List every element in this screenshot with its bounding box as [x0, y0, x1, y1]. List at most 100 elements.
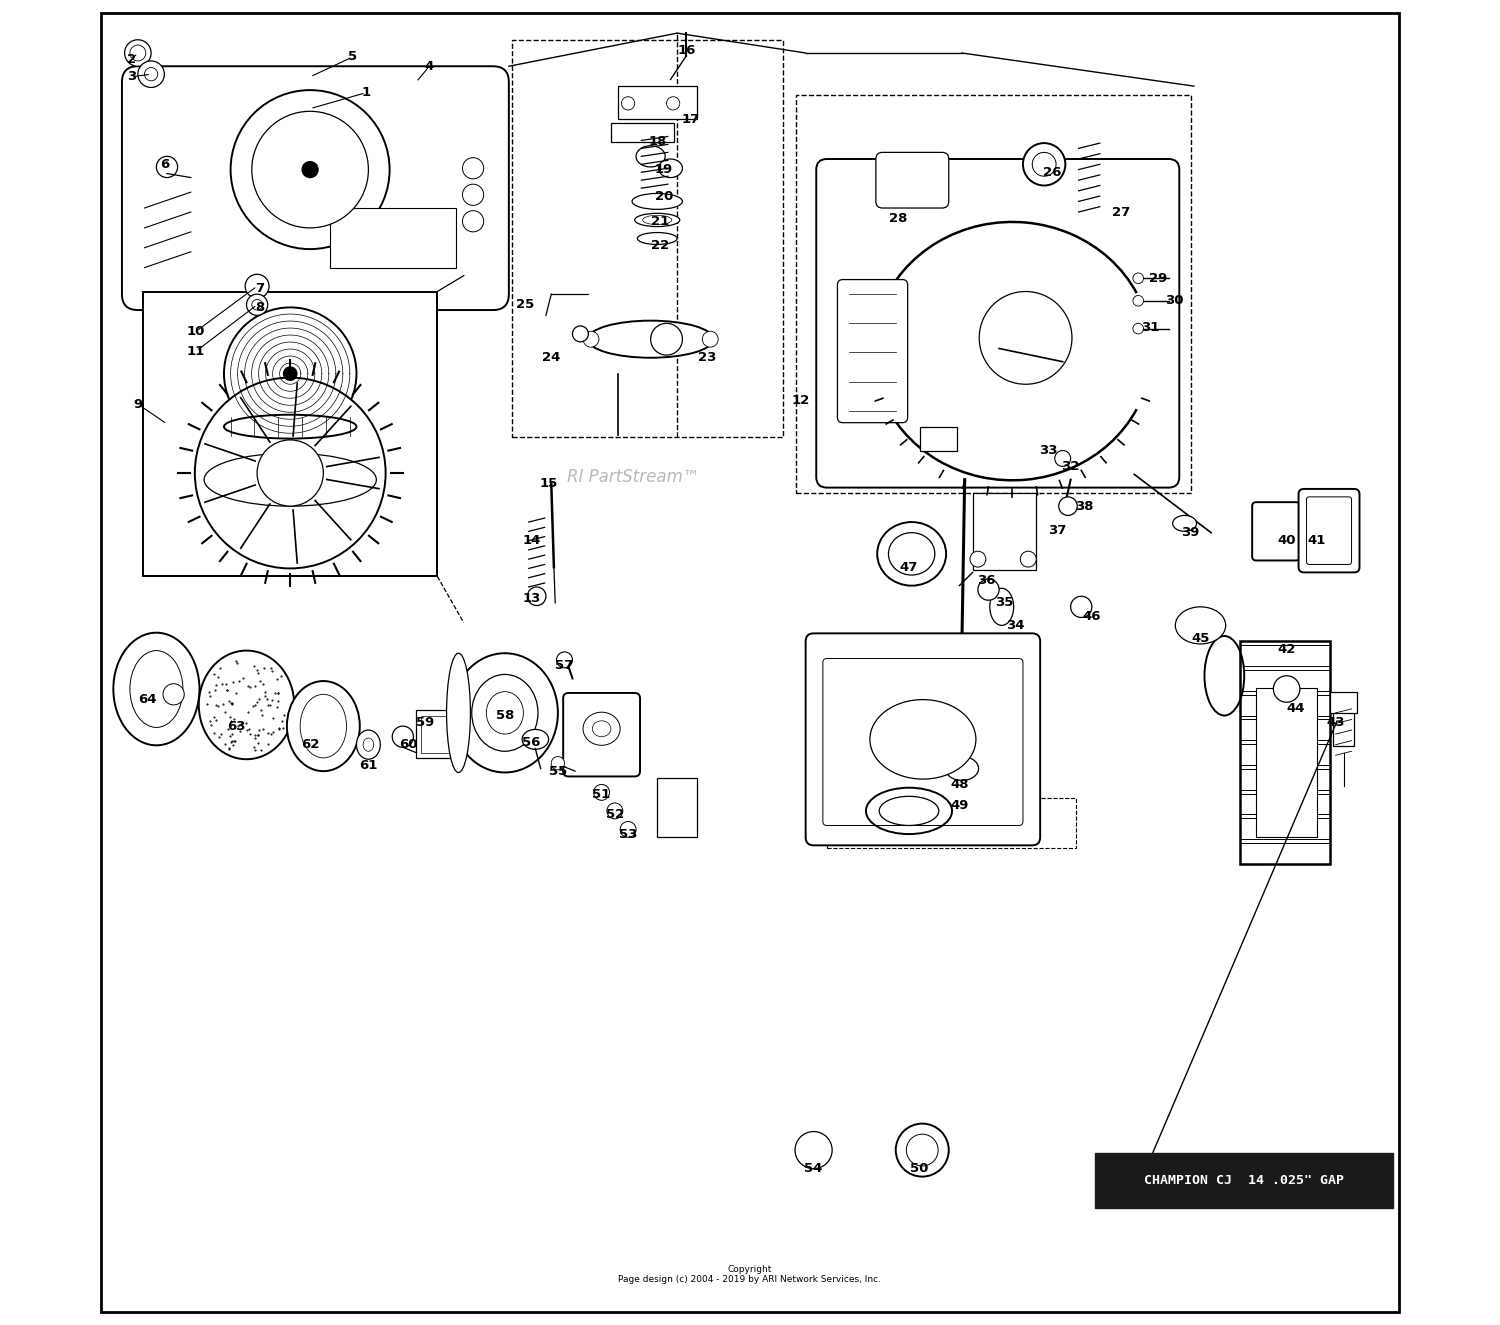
Ellipse shape — [1176, 607, 1225, 644]
Ellipse shape — [357, 730, 381, 759]
Text: 1: 1 — [362, 86, 370, 99]
Circle shape — [462, 184, 483, 205]
Ellipse shape — [888, 533, 934, 575]
Text: 40: 40 — [1278, 534, 1296, 547]
Text: 5: 5 — [348, 50, 357, 64]
Text: 21: 21 — [651, 215, 669, 228]
Text: 16: 16 — [676, 44, 696, 57]
Text: 62: 62 — [302, 738, 320, 751]
Ellipse shape — [522, 729, 549, 750]
Text: 34: 34 — [1005, 619, 1025, 632]
Text: 37: 37 — [1048, 523, 1066, 537]
Circle shape — [138, 61, 165, 87]
Bar — [1240, 645, 1330, 666]
Circle shape — [608, 803, 622, 819]
Text: 8: 8 — [255, 301, 264, 314]
Text: 49: 49 — [950, 799, 969, 812]
Bar — [1240, 670, 1330, 690]
Bar — [1240, 843, 1330, 864]
Text: 41: 41 — [1308, 534, 1326, 547]
Text: 26: 26 — [1042, 166, 1062, 179]
Circle shape — [1023, 143, 1065, 186]
Text: 11: 11 — [188, 344, 206, 358]
Circle shape — [246, 294, 267, 315]
Ellipse shape — [300, 694, 346, 758]
Circle shape — [906, 1134, 938, 1166]
Bar — [1240, 745, 1330, 765]
Circle shape — [552, 757, 564, 770]
Ellipse shape — [224, 415, 357, 439]
Bar — [1240, 694, 1330, 716]
Circle shape — [584, 331, 598, 347]
Circle shape — [462, 211, 483, 232]
FancyBboxPatch shape — [122, 66, 508, 310]
Ellipse shape — [286, 681, 360, 771]
Circle shape — [620, 822, 636, 837]
Circle shape — [978, 579, 999, 600]
Bar — [618, 86, 698, 119]
Bar — [827, 798, 1076, 848]
Text: 64: 64 — [138, 693, 156, 706]
Circle shape — [1132, 295, 1143, 306]
Text: 46: 46 — [1083, 610, 1101, 623]
FancyBboxPatch shape — [837, 280, 908, 423]
Text: 47: 47 — [900, 560, 918, 574]
Circle shape — [156, 156, 177, 178]
Text: 42: 42 — [1278, 643, 1296, 656]
Bar — [920, 427, 957, 451]
Text: 23: 23 — [699, 351, 717, 364]
Text: 13: 13 — [522, 592, 540, 606]
Text: 58: 58 — [495, 709, 514, 722]
Text: 9: 9 — [134, 398, 142, 411]
Text: CHAMPION CJ  14 .025" GAP: CHAMPION CJ 14 .025" GAP — [1143, 1174, 1344, 1187]
FancyBboxPatch shape — [1252, 502, 1300, 560]
Bar — [416, 710, 459, 758]
Text: 36: 36 — [976, 574, 994, 587]
Text: 19: 19 — [654, 163, 674, 176]
Ellipse shape — [592, 721, 610, 737]
Text: Copyright
Page design (c) 2004 - 2019 by ARI Network Services, Inc.: Copyright Page design (c) 2004 - 2019 by… — [618, 1265, 882, 1284]
Text: 30: 30 — [1164, 294, 1184, 307]
Ellipse shape — [588, 321, 714, 358]
Bar — [1334, 693, 1354, 746]
Circle shape — [195, 378, 386, 568]
Text: 10: 10 — [188, 325, 206, 338]
Text: 29: 29 — [1149, 272, 1167, 285]
Circle shape — [1020, 551, 1036, 567]
FancyBboxPatch shape — [806, 633, 1040, 845]
Ellipse shape — [634, 213, 680, 227]
Circle shape — [702, 331, 718, 347]
Circle shape — [252, 111, 369, 228]
Bar — [512, 40, 783, 437]
Text: 63: 63 — [226, 719, 244, 733]
Ellipse shape — [114, 633, 200, 745]
Circle shape — [1059, 497, 1077, 515]
Ellipse shape — [865, 787, 952, 835]
Circle shape — [130, 45, 146, 61]
Circle shape — [256, 440, 324, 506]
Ellipse shape — [204, 453, 376, 506]
Text: RI PartStream™: RI PartStream™ — [567, 468, 699, 486]
Bar — [1240, 641, 1330, 864]
Circle shape — [124, 40, 152, 66]
Circle shape — [1274, 676, 1300, 702]
Ellipse shape — [130, 651, 183, 727]
Bar — [1330, 692, 1358, 713]
Ellipse shape — [870, 700, 976, 779]
Bar — [1095, 1153, 1392, 1208]
Ellipse shape — [636, 146, 664, 167]
Circle shape — [1054, 451, 1071, 466]
Text: 12: 12 — [790, 394, 810, 407]
Text: 3: 3 — [126, 70, 136, 83]
Bar — [1240, 794, 1330, 815]
Circle shape — [556, 652, 573, 668]
Text: 48: 48 — [950, 778, 969, 791]
Text: 39: 39 — [1180, 526, 1198, 539]
Text: 50: 50 — [910, 1162, 928, 1175]
Bar — [796, 95, 1191, 493]
Text: 56: 56 — [522, 735, 540, 749]
Ellipse shape — [878, 522, 946, 586]
Circle shape — [224, 307, 357, 440]
Text: 15: 15 — [540, 477, 558, 490]
Ellipse shape — [584, 713, 620, 745]
